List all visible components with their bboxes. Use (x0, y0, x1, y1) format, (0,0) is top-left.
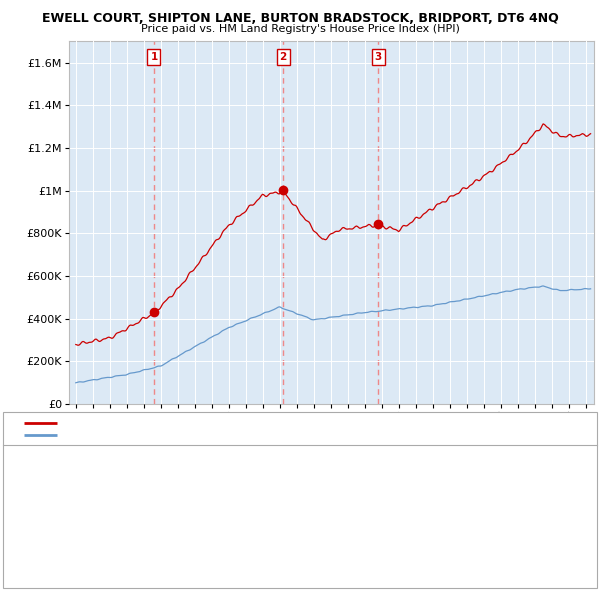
Text: 156% ↑ HPI: 156% ↑ HPI (342, 498, 409, 507)
Text: 2: 2 (23, 477, 30, 487)
Text: 26-OCT-2012: 26-OCT-2012 (51, 498, 124, 507)
Text: 3: 3 (23, 498, 30, 507)
Text: £900,000: £900,000 (204, 477, 257, 487)
Text: 11-AUG-1999: 11-AUG-1999 (51, 457, 125, 466)
Text: This data is licensed under the Open Government Licence v3.0.: This data is licensed under the Open Gov… (15, 555, 304, 564)
Text: 215% ↑ HPI: 215% ↑ HPI (342, 457, 409, 466)
Text: 1: 1 (23, 457, 30, 466)
Text: Contains HM Land Registry data © Crown copyright and database right 2024.: Contains HM Land Registry data © Crown c… (15, 543, 367, 552)
Text: 15-MAR-2007: 15-MAR-2007 (51, 477, 126, 487)
Text: HPI: Average price, detached house, Dorset: HPI: Average price, detached house, Dors… (63, 431, 281, 440)
Text: Price paid vs. HM Land Registry's House Price Index (HPI): Price paid vs. HM Land Registry's House … (140, 24, 460, 34)
Text: 3: 3 (374, 52, 382, 62)
Text: 2: 2 (280, 52, 287, 62)
Text: EWELL COURT, SHIPTON LANE, BURTON BRADSTOCK, BRIDPORT, DT6 4NQ: EWELL COURT, SHIPTON LANE, BURTON BRADST… (41, 12, 559, 25)
Text: 1: 1 (151, 52, 158, 62)
Text: EWELL COURT, SHIPTON LANE, BURTON BRADSTOCK, BRIDPORT, DT6 4NQ (detached ho: EWELL COURT, SHIPTON LANE, BURTON BRADST… (63, 418, 503, 428)
Text: £835,000: £835,000 (204, 498, 257, 507)
Text: 185% ↑ HPI: 185% ↑ HPI (342, 477, 409, 487)
Text: £430,000: £430,000 (204, 457, 257, 466)
